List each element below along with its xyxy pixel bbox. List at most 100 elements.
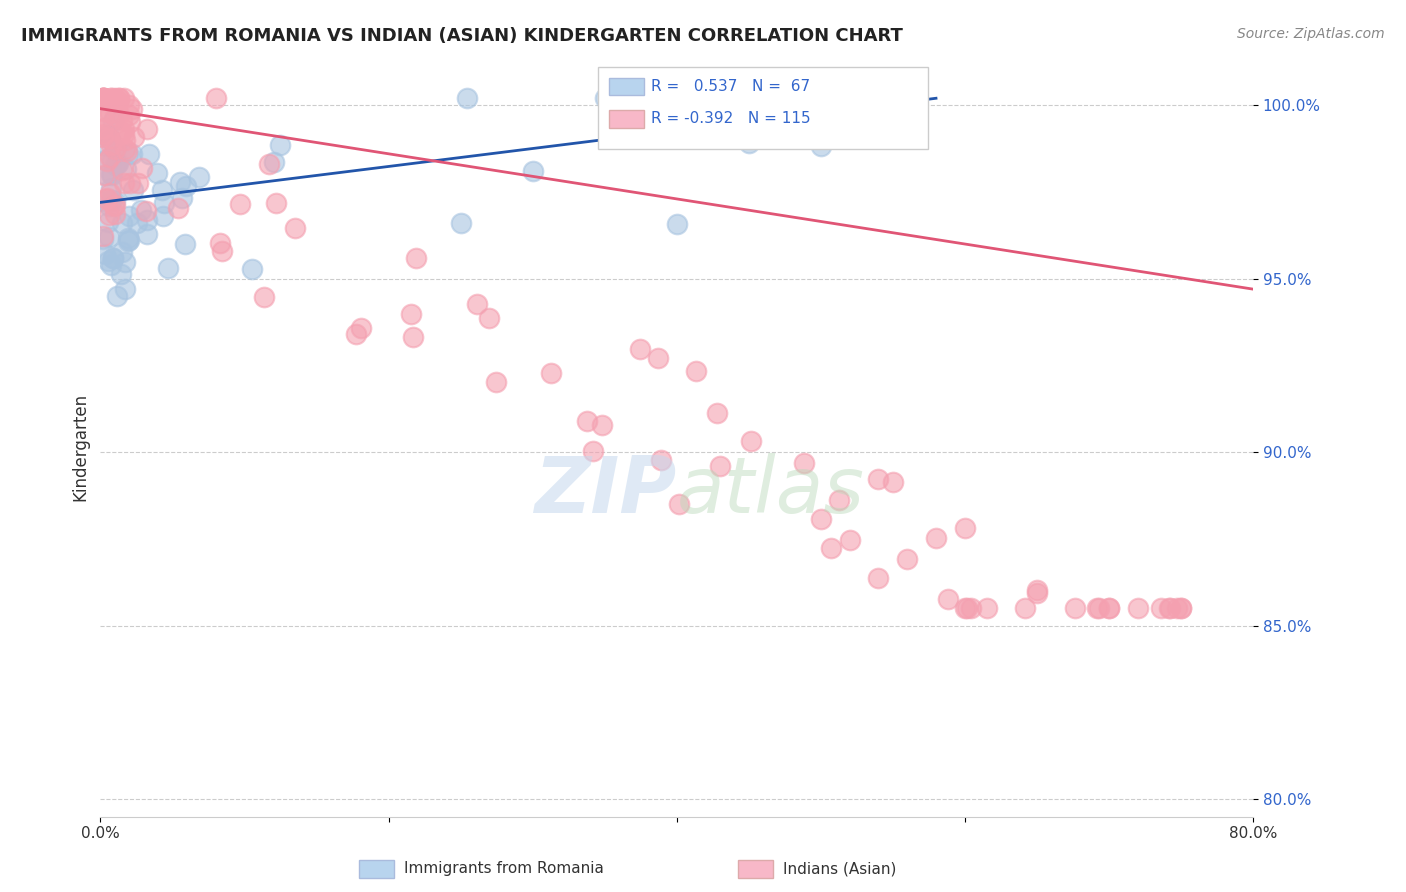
Point (152, 209, 174, 223)
Point (706, 406, 728, 420)
Point (1126, 601, 1149, 615)
Point (956, 601, 979, 615)
Text: Immigrants from Romania: Immigrants from Romania (404, 862, 603, 876)
Point (117, 234, 139, 248)
Point (108, 91, 131, 105)
Point (96, 193, 118, 207)
Point (91, 91, 114, 105)
Point (174, 178, 197, 193)
Point (650, 453, 672, 467)
Point (91, 130, 114, 145)
Point (122, 130, 145, 145)
Point (938, 592, 960, 607)
Point (647, 351, 669, 365)
Point (107, 95, 129, 109)
Point (793, 456, 815, 470)
Point (117, 146, 139, 161)
Point (1085, 601, 1108, 615)
Point (100, 91, 122, 105)
Point (105, 157, 128, 171)
Y-axis label: Kindergarten: Kindergarten (72, 393, 89, 501)
Point (103, 199, 125, 213)
Point (465, 297, 488, 311)
Point (820, 541, 842, 555)
Point (263, 154, 285, 169)
Point (129, 202, 152, 217)
Point (96, 191, 118, 205)
Point (100, 168, 122, 182)
Text: R =   0.537   N =  67: R = 0.537 N = 67 (651, 79, 810, 94)
Point (740, 434, 762, 448)
Point (167, 201, 190, 215)
Point (114, 282, 136, 296)
Point (665, 217, 688, 231)
Point (240, 261, 263, 276)
Point (91, 111, 114, 125)
Point (104, 197, 127, 211)
Point (157, 260, 180, 275)
Point (284, 221, 307, 235)
Point (925, 532, 948, 546)
Point (100, 186, 122, 201)
Point (104, 207, 127, 221)
Point (209, 236, 232, 251)
Point (117, 209, 139, 223)
Text: Indians (Asian): Indians (Asian) (783, 862, 897, 876)
Point (100, 138, 122, 153)
Point (91, 122, 114, 136)
Point (127, 176, 149, 190)
Point (97, 230, 120, 244)
Point (110, 267, 132, 281)
Point (101, 194, 124, 208)
Point (591, 418, 613, 433)
Point (868, 571, 890, 585)
Point (111, 112, 134, 127)
Text: R = -0.392   N = 115: R = -0.392 N = 115 (651, 112, 811, 126)
Point (94, 168, 117, 182)
Point (91, 194, 114, 208)
Point (264, 195, 287, 210)
Point (122, 182, 145, 196)
Point (522, 164, 544, 178)
Point (810, 138, 832, 153)
Point (450, 216, 472, 230)
Point (118, 177, 141, 191)
Point (101, 168, 124, 182)
Point (188, 169, 211, 184)
Point (118, 234, 141, 248)
Point (960, 601, 983, 615)
Point (828, 492, 851, 507)
Point (91, 229, 114, 244)
Point (121, 146, 143, 161)
Point (229, 197, 252, 211)
Point (174, 237, 197, 252)
Point (100, 91, 122, 105)
Point (1170, 601, 1192, 615)
Point (882, 475, 904, 490)
Point (112, 122, 135, 136)
Point (98, 132, 121, 146)
Point (131, 161, 153, 175)
Point (953, 601, 976, 615)
Point (150, 183, 173, 197)
Point (868, 472, 890, 486)
Point (114, 133, 136, 147)
Point (118, 98, 141, 112)
Point (103, 142, 125, 156)
Point (91, 232, 114, 246)
Point (668, 497, 690, 511)
Point (738, 136, 761, 150)
Point (838, 533, 860, 548)
Point (94, 139, 117, 153)
Text: Source: ZipAtlas.com: Source: ZipAtlas.com (1237, 27, 1385, 41)
Point (104, 194, 127, 208)
Point (1150, 601, 1173, 615)
Point (125, 216, 148, 230)
Point (97, 208, 120, 222)
Point (810, 511, 832, 525)
Point (1159, 601, 1181, 615)
Point (350, 321, 373, 335)
Point (108, 91, 131, 105)
Point (98, 105, 121, 120)
Point (98, 150, 121, 164)
